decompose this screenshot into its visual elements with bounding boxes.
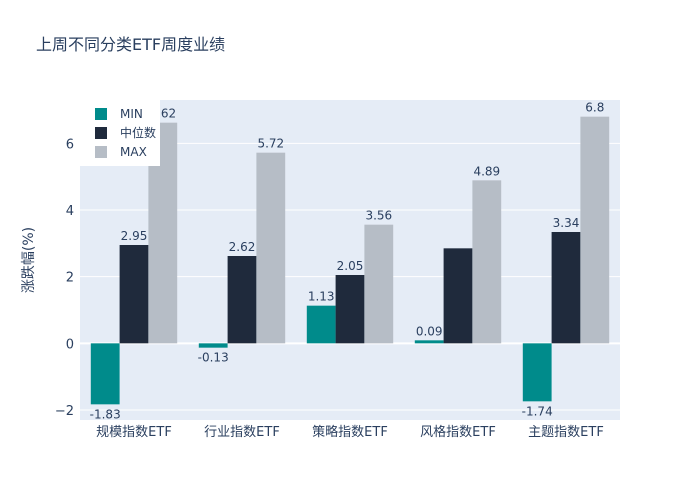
x-category-label: 策略指数ETF <box>312 424 388 440</box>
data-label: 2.62 <box>229 240 256 254</box>
legend-swatch[interactable] <box>95 108 107 120</box>
data-label: -1.83 <box>90 407 121 421</box>
data-label: 3.56 <box>365 209 392 223</box>
y-axis-ticks: −2 0 2 4 6 <box>55 137 74 419</box>
bar <box>551 232 581 344</box>
bar <box>227 256 257 344</box>
y-tick-label: −2 <box>55 404 74 419</box>
legend-swatch[interactable] <box>95 146 107 158</box>
bar <box>472 180 502 344</box>
y-tick-label: 6 <box>66 137 74 152</box>
data-label: -0.13 <box>198 351 229 365</box>
bar <box>335 275 365 344</box>
legend-label[interactable]: 中位数 <box>120 125 156 140</box>
bars <box>90 116 610 405</box>
data-label: 4.89 <box>473 164 500 178</box>
bar <box>414 340 444 344</box>
y-tick-label: 0 <box>66 337 74 352</box>
x-axis-categories: 规模指数ETF 行业指数ETF 策略指数ETF 风格指数ETF 主题指数ETF <box>96 424 604 440</box>
x-category-label: 规模指数ETF <box>96 425 172 440</box>
bar <box>119 245 149 344</box>
legend-swatch[interactable] <box>95 127 107 139</box>
data-label: -1.74 <box>522 404 553 418</box>
legend-label[interactable]: MAX <box>120 145 147 159</box>
legend-label[interactable]: MIN <box>120 107 143 121</box>
legend[interactable]: MIN 中位数 MAX <box>80 100 160 166</box>
x-category-label: 风格指数ETF <box>420 424 496 440</box>
bar <box>198 343 228 348</box>
bar <box>443 248 473 344</box>
data-label: 0.09 <box>416 324 443 338</box>
bar <box>306 305 336 344</box>
bar <box>90 343 120 405</box>
data-label: 5.72 <box>257 137 284 151</box>
y-axis-label: 涨跌幅(%) <box>21 227 37 293</box>
bar <box>580 116 610 344</box>
chart-title: 上周不同分类ETF周度业绩 <box>36 35 225 54</box>
bar <box>364 224 394 344</box>
y-tick-label: 2 <box>66 271 74 286</box>
x-category-label: 主题指数ETF <box>528 425 604 440</box>
data-label: 2.05 <box>337 259 364 273</box>
y-tick-label: 4 <box>66 204 74 219</box>
data-label: 3.34 <box>553 216 580 230</box>
legend-background <box>80 100 160 166</box>
data-label: 6.8 <box>585 101 604 115</box>
data-labels: -1.832.956.62-0.132.625.721.132.053.560.… <box>90 101 605 422</box>
bar <box>522 343 552 402</box>
x-category-label: 行业指数ETF <box>204 425 280 440</box>
data-label: 1.13 <box>308 290 335 304</box>
data-label: 2.95 <box>121 229 148 243</box>
bar <box>256 152 286 344</box>
